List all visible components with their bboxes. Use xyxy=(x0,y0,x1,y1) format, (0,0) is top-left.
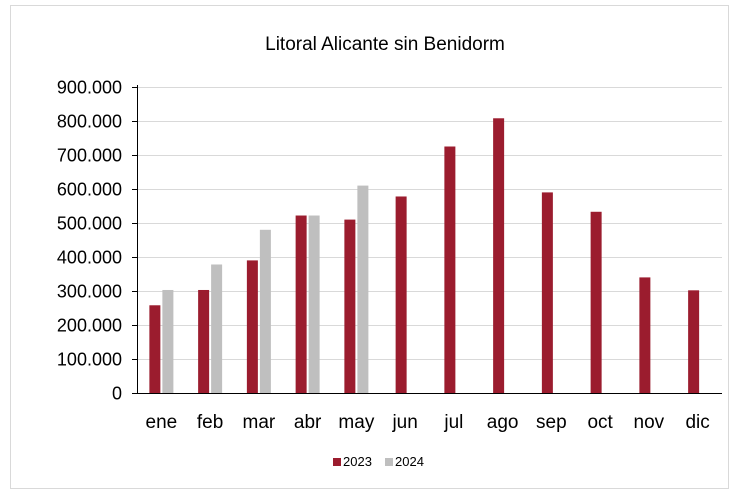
bar-2023-sep xyxy=(541,192,553,393)
x-tick-label: ene xyxy=(146,412,178,433)
bar-2024-abr xyxy=(308,215,320,393)
y-tick-label: 700.000 xyxy=(57,146,122,166)
y-tick-label: 0 xyxy=(112,384,122,404)
bar-2023-nov xyxy=(639,277,651,393)
bar-2023-may xyxy=(344,219,356,393)
x-tick-label: nov xyxy=(634,412,665,433)
y-tick-label: 800.000 xyxy=(57,112,122,132)
axes: 0 100.000 200.000 300.000 400.000 500.000 600.… xyxy=(57,78,722,433)
y-tick-label: 300.000 xyxy=(57,282,122,302)
y-tick-label: 200.000 xyxy=(57,316,122,336)
x-tick-label: ago xyxy=(487,412,519,433)
bar-2023-jul xyxy=(444,146,456,393)
bar-2023-ene xyxy=(149,305,161,393)
bar-2024-feb xyxy=(211,264,223,393)
bar-2023-ago xyxy=(493,118,505,393)
x-tick-label: abr xyxy=(294,412,322,433)
legend-swatch-2023 xyxy=(333,458,341,466)
legend: 2023 2024 xyxy=(333,454,424,469)
legend-swatch-2024 xyxy=(385,458,393,466)
y-tick-label: 600.000 xyxy=(57,180,122,200)
bar-2023-dic xyxy=(688,290,700,393)
bar-2023-jun xyxy=(395,196,407,393)
bar-2023-oct xyxy=(590,211,602,393)
y-tick-label: 100.000 xyxy=(57,350,122,370)
bar-2024-may xyxy=(357,185,369,393)
chart-title: Litoral Alicante sin Benidorm xyxy=(265,34,505,55)
y-tick-label: 500.000 xyxy=(57,214,122,234)
gridlines xyxy=(137,87,722,360)
x-tick-label: feb xyxy=(197,412,223,433)
x-tick-label: sep xyxy=(536,412,567,433)
bar-2023-feb xyxy=(198,289,210,393)
x-tick-label: jun xyxy=(391,412,417,433)
x-tick-label: jul xyxy=(443,412,463,433)
bar-2024-ene xyxy=(162,289,174,393)
bar-2024-mar xyxy=(259,229,271,393)
x-tick-label: mar xyxy=(243,412,276,433)
y-tick-label: 900.000 xyxy=(57,78,122,98)
x-tick-label: dic xyxy=(685,412,709,433)
chart-frame xyxy=(10,5,729,489)
legend-label-2024: 2024 xyxy=(395,454,424,469)
x-tick-label: oct xyxy=(587,412,613,433)
y-tick-label: 400.000 xyxy=(57,248,122,268)
bar-2023-abr xyxy=(295,215,307,393)
x-tick-label: may xyxy=(338,412,374,433)
legend-label-2023: 2023 xyxy=(343,454,372,469)
bar-2023-mar xyxy=(246,260,258,393)
bars xyxy=(149,118,700,393)
